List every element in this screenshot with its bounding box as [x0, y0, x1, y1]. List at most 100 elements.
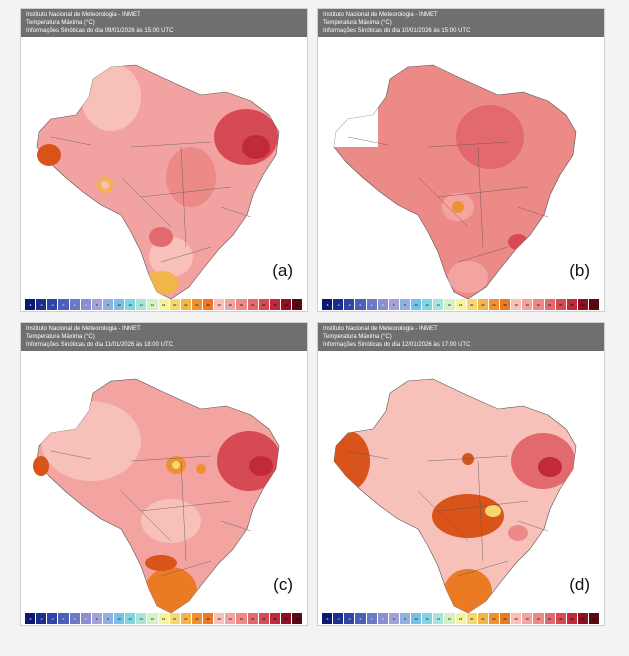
colorbar-cell: 24: [488, 299, 500, 310]
colorbar-cell: 40: [577, 299, 589, 310]
colorbar-cell: 22: [477, 299, 489, 310]
colorbar-cell: -2: [344, 613, 356, 624]
colorbar-cell: 42: [292, 299, 304, 310]
colorbar-cell: 34: [544, 613, 556, 624]
header-institute: Instituto Nacional de Meteorologia - INM…: [323, 12, 438, 18]
colorbar-cell: 42: [292, 613, 304, 624]
map-panel-a: Instituto Nacional de Meteorologia - INM…: [20, 8, 308, 312]
colorbar-cell: 28: [214, 299, 226, 310]
colorbar-cell: 40: [280, 613, 292, 624]
colorbar-cell: 36: [555, 613, 567, 624]
header-date: Informações Sinóticas do dia 11/01/2026 …: [26, 342, 173, 348]
panel-header: Instituto Nacional de Meteorologia - INM…: [318, 323, 604, 351]
temperature-map: [333, 378, 577, 613]
colorbar-cell: -6: [322, 299, 334, 310]
colorbar-cell: 34: [247, 299, 259, 310]
colorbar-cell: 4: [377, 299, 389, 310]
colorbar-cell: -4: [36, 613, 48, 624]
colorbar-cell: 40: [280, 299, 292, 310]
colorbar-cell: 0: [58, 613, 70, 624]
map-panel-c: Instituto Nacional de Meteorologia - INM…: [20, 322, 308, 626]
colorbar-cell: 8: [102, 299, 114, 310]
colorbar-cell: 20: [169, 613, 181, 624]
colorbar-cell: 18: [158, 613, 170, 624]
header-variable: Temperatura Máxima (°C): [323, 334, 392, 340]
colorbar-cell: 0: [58, 299, 70, 310]
colorbar-cell: 38: [269, 613, 281, 624]
colorbar-cell: 2: [69, 613, 81, 624]
colorbar: -6 -4 -2 0 2 4 6 8 10 12 14 16 18 20 22 …: [25, 613, 304, 624]
colorbar-cell: 2: [366, 613, 378, 624]
colorbar-cell: 16: [444, 613, 456, 624]
colorbar-cell: 22: [180, 613, 192, 624]
colorbar-cell: 30: [522, 299, 534, 310]
colorbar-cell: -4: [333, 613, 345, 624]
colorbar-cell: 6: [388, 299, 400, 310]
colorbar-cell: 6: [91, 613, 103, 624]
colorbar-cell: -2: [47, 299, 59, 310]
colorbar-cell: 14: [136, 299, 148, 310]
colorbar-cell: 0: [355, 299, 367, 310]
colorbar-cell: 8: [399, 299, 411, 310]
header-variable: Temperatura Máxima (°C): [323, 20, 392, 26]
colorbar-cell: 10: [411, 613, 423, 624]
colorbar-cell: 28: [511, 299, 523, 310]
colorbar-cell: 36: [258, 613, 270, 624]
panel-header: Instituto Nacional de Meteorologia - INM…: [318, 9, 604, 37]
colorbar-cell: 0: [355, 613, 367, 624]
colorbar-cell: 22: [180, 299, 192, 310]
panel-header: Instituto Nacional de Meteorologia - INM…: [21, 9, 307, 37]
colorbar-cell: 28: [511, 613, 523, 624]
colorbar-cell: 30: [225, 299, 237, 310]
colorbar-cell: 4: [80, 613, 92, 624]
colorbar-cell: 4: [377, 613, 389, 624]
colorbar-cell: 22: [477, 613, 489, 624]
colorbar-cell: 32: [236, 613, 248, 624]
panel-label: (b): [569, 261, 590, 280]
colorbar-cell: 42: [589, 299, 601, 310]
colorbar-cell: 10: [411, 299, 423, 310]
colorbar-cell: 16: [147, 613, 159, 624]
colorbar-cell: 30: [225, 613, 237, 624]
colorbar-cell: 16: [147, 299, 159, 310]
colorbar-cell: 18: [158, 299, 170, 310]
colorbar-cell: 14: [433, 613, 445, 624]
colorbar: -6 -4 -2 0 2 4 6 8 10 12 14 16 18 20 22 …: [322, 299, 601, 310]
colorbar-cell: 12: [125, 299, 137, 310]
colorbar-cell: 36: [258, 299, 270, 310]
colorbar-cell: 26: [500, 613, 512, 624]
map-panel-d: Instituto Nacional de Meteorologia - INM…: [317, 322, 605, 626]
colorbar-cell: 18: [455, 299, 467, 310]
map-panel-b: Instituto Nacional de Meteorologia - INM…: [317, 8, 605, 312]
header-date: Informações Sinóticas do dia 12/01/2026 …: [323, 342, 471, 348]
header-variable: Temperatura Máxima (°C): [26, 20, 95, 26]
colorbar-cell: 2: [69, 299, 81, 310]
colorbar-cell: -6: [25, 613, 37, 624]
colorbar-cell: 24: [191, 299, 203, 310]
colorbar-cell: 34: [247, 613, 259, 624]
colorbar-cell: 2: [366, 299, 378, 310]
colorbar-cell: 32: [236, 299, 248, 310]
colorbar-cell: -6: [25, 299, 37, 310]
colorbar-cell: 24: [191, 613, 203, 624]
colorbar-cell: 38: [566, 613, 578, 624]
colorbar-cell: 8: [102, 613, 114, 624]
colorbar-cell: 6: [388, 613, 400, 624]
temperature-map: [36, 64, 280, 299]
colorbar-cell: 28: [214, 613, 226, 624]
header-institute: Instituto Nacional de Meteorologia - INM…: [323, 326, 438, 332]
header-institute: Instituto Nacional de Meteorologia - INM…: [26, 326, 141, 332]
colorbar-cell: 12: [422, 613, 434, 624]
colorbar-cell: 24: [488, 613, 500, 624]
temperature-map: [33, 378, 280, 613]
colorbar-cell: 42: [589, 613, 601, 624]
colorbar-cell: 12: [125, 613, 137, 624]
colorbar-cell: -2: [344, 299, 356, 310]
colorbar-cell: 10: [114, 299, 126, 310]
temperature-map: [333, 64, 577, 299]
colorbar-cell: 38: [566, 299, 578, 310]
colorbar-cell: 10: [114, 613, 126, 624]
colorbar-cell: 26: [203, 299, 215, 310]
colorbar-cell: -4: [36, 299, 48, 310]
panel-label: (a): [272, 261, 293, 280]
